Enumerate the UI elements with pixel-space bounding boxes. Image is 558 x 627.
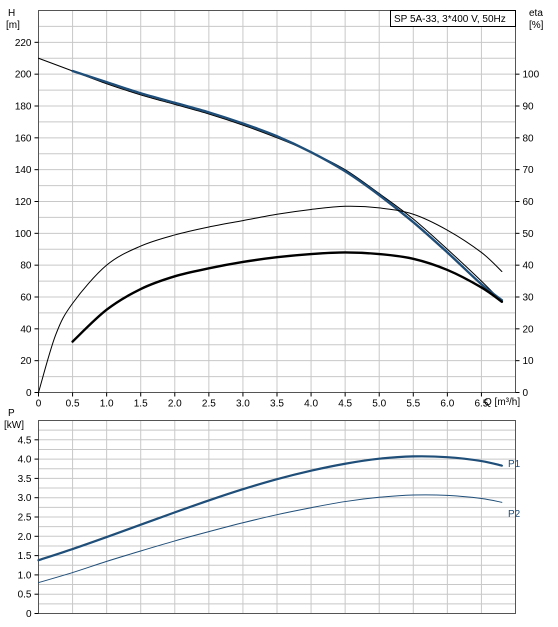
lower-y-unit: [kW] <box>4 420 24 431</box>
power-curve-p2 <box>38 494 503 584</box>
x-tick-label: 4.0 <box>304 399 318 410</box>
y-tick-label: 4.5 <box>18 435 32 446</box>
x-tick-label: 3.0 <box>236 399 250 410</box>
upper-y-left-label: H <box>8 8 15 19</box>
x-tick-label: 4.5 <box>338 399 352 410</box>
x-tick-label: 6.0 <box>440 399 454 410</box>
head-curve-thin <box>38 57 503 303</box>
y-tick-label: 1.5 <box>18 551 32 562</box>
x-tick-label: 1.0 <box>100 399 114 410</box>
efficiency-curve-thin <box>38 205 503 393</box>
y-left-tick-label: 160 <box>15 133 32 144</box>
upper-series <box>38 57 504 393</box>
upper-chart: 0 0.5 1.0 1.5 2.0 2.5 3.0 3.5 4.0 4.5 5.0 5.5 6.0 6.5… <box>6 8 544 410</box>
y-right-tick-label: 90 <box>523 102 535 113</box>
lower-y-ticks: 0 0.5 1.0 1.5 2.0 2.5 3.0 3.5 4.0 4.5 <box>18 435 39 620</box>
y-right-tick-label: 60 <box>523 197 535 208</box>
y-left-tick-label: 200 <box>15 70 32 81</box>
y-right-tick-label: 100 <box>523 70 540 81</box>
y-left-tick-label: 120 <box>15 197 32 208</box>
y-tick-label: 2.5 <box>18 513 32 524</box>
x-tick-label: 0 <box>36 399 42 410</box>
lower-chart: 0 0.5 1.0 1.5 2.0 2.5 3.0 3.5 4.0 4.5 P [kW] P1 P… <box>4 408 521 620</box>
y-right-tick-label: 40 <box>523 261 535 272</box>
y-tick-label: 3.0 <box>18 493 32 504</box>
y-tick-label: 2.0 <box>18 532 32 543</box>
y-left-tick-label: 100 <box>15 229 32 240</box>
y-left-tick-label: 0 <box>26 388 32 399</box>
efficiency-curve-thick <box>71 251 504 343</box>
y-left-tick-label: 220 <box>15 38 32 49</box>
y-left-tick-label: 180 <box>15 102 32 113</box>
power-curve-p1 <box>37 455 503 562</box>
y-left-tick-label: 140 <box>15 165 32 176</box>
x-tick-label: 2.0 <box>168 399 182 410</box>
y-tick-label: 3.5 <box>18 474 32 485</box>
upper-x-ticks: 0 0.5 1.0 1.5 2.0 2.5 3.0 3.5 4.0 4.5 5.0 5.5 6.0 6.5 <box>36 392 489 410</box>
upper-y-right-ticks: 0 10 20 30 40 50 60 70 80 90 100 <box>515 70 540 399</box>
y-right-tick-label: 30 <box>523 293 535 304</box>
chart-title: SP 5A-33, 3*400 V, 50Hz <box>394 14 506 25</box>
lower-grid <box>38 420 516 614</box>
x-tick-label: 3.5 <box>270 399 284 410</box>
y-right-tick-label: 0 <box>523 388 529 399</box>
y-tick-label: 4.0 <box>18 455 32 466</box>
y-left-tick-label: 40 <box>20 324 32 335</box>
lower-y-label: P <box>8 408 15 419</box>
title-box <box>390 10 516 27</box>
y-tick-label: 1.0 <box>18 570 32 581</box>
series-label-p2: P2 <box>508 509 521 520</box>
series-label-p1: P1 <box>508 459 521 470</box>
upper-y-left-ticks: 0 20 40 60 80 100 120 140 160 180 200 220 <box>15 38 39 399</box>
y-right-tick-label: 50 <box>523 229 535 240</box>
y-tick-label: 0.5 <box>18 590 32 601</box>
lower-series <box>37 455 503 584</box>
upper-x-axis-label: Q [m³/h] <box>484 397 520 408</box>
x-tick-label: 2.5 <box>202 399 216 410</box>
y-right-tick-label: 10 <box>523 356 535 367</box>
upper-y-right-unit: [%] <box>529 20 544 31</box>
y-right-tick-label: 70 <box>523 165 535 176</box>
y-left-tick-label: 60 <box>20 293 32 304</box>
x-tick-label: 5.5 <box>406 399 420 410</box>
y-right-tick-label: 20 <box>523 324 535 335</box>
y-tick-label: 0 <box>26 609 32 620</box>
x-tick-label: 1.5 <box>134 399 148 410</box>
x-tick-label: 0.5 <box>66 399 80 410</box>
y-right-tick-label: 80 <box>523 133 535 144</box>
x-tick-label: 6.5 <box>474 399 488 410</box>
y-left-tick-label: 20 <box>20 356 32 367</box>
upper-y-left-unit: [m] <box>6 20 20 31</box>
head-curve-thick <box>71 69 504 302</box>
upper-grid <box>38 10 516 393</box>
upper-y-right-label: eta <box>529 8 543 19</box>
y-left-tick-label: 80 <box>20 261 32 272</box>
x-tick-label: 5.0 <box>372 399 386 410</box>
